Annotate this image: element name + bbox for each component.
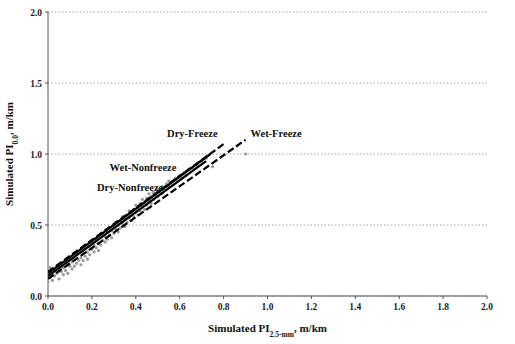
regression-line bbox=[48, 144, 224, 272]
y-tick bbox=[45, 225, 48, 226]
x-tick-label: 2.0 bbox=[481, 302, 493, 312]
x-tick bbox=[399, 296, 400, 299]
axis-label-part: 2.5-mm bbox=[270, 330, 295, 339]
axis-label-part: 0.0 bbox=[11, 135, 20, 145]
y-tick bbox=[45, 154, 48, 155]
scatter-point bbox=[79, 256, 82, 259]
scatter-point bbox=[57, 277, 60, 280]
regression-line bbox=[48, 140, 246, 279]
regression-line bbox=[48, 161, 206, 276]
scatter-point bbox=[97, 249, 100, 252]
scatter-point bbox=[110, 236, 113, 239]
x-tick-label: 0.8 bbox=[218, 302, 230, 312]
scatter-point bbox=[92, 250, 95, 253]
scatter-point bbox=[244, 152, 247, 155]
x-tick bbox=[223, 296, 224, 299]
axis-label-part: Simulated PI bbox=[3, 144, 15, 205]
series-label: Dry-Nonfreeze bbox=[97, 182, 164, 193]
x-tick bbox=[443, 296, 444, 299]
series-label: Wet-Freeze bbox=[251, 128, 302, 139]
x-tick bbox=[311, 296, 312, 299]
axis-label-part: , m/km bbox=[294, 322, 327, 334]
scatter-point bbox=[84, 255, 87, 258]
scatter-point bbox=[79, 263, 82, 266]
x-tick-label: 1.2 bbox=[305, 302, 317, 312]
scatter-point bbox=[82, 259, 85, 262]
axis-label-part: Simulated PI bbox=[208, 322, 269, 334]
x-tick bbox=[267, 296, 268, 299]
grid-line bbox=[48, 12, 487, 13]
y-tick-label: 0.5 bbox=[30, 221, 42, 231]
scatter-point bbox=[73, 265, 76, 268]
scatter-point bbox=[143, 208, 146, 211]
y-tick-label: 0.0 bbox=[30, 292, 42, 302]
line-labels: Dry-Nonfreeze Wet-Nonfreeze Dry-Freeze Wet-… bbox=[97, 128, 302, 194]
axis-label-part: , m/km bbox=[3, 102, 15, 135]
y-tick bbox=[45, 83, 48, 84]
grid-line bbox=[48, 154, 487, 155]
scatter-point bbox=[48, 280, 50, 283]
x-tick bbox=[179, 296, 180, 299]
x-tick-label: 0.6 bbox=[174, 302, 186, 312]
x-tick-label: 1.0 bbox=[262, 302, 274, 312]
scatter-point bbox=[95, 246, 98, 249]
series-label: Dry-Freeze bbox=[167, 128, 218, 139]
scatter-point bbox=[211, 165, 214, 168]
scatter-point bbox=[103, 240, 106, 243]
scatter-point bbox=[86, 257, 89, 260]
chart: 0.0 0.2 0.4 0.6 0.8 1.0 1.2 1.4 1.6 1.8 2.0 0.0 0.5 1… bbox=[0, 0, 515, 344]
y-tick bbox=[45, 296, 48, 297]
x-tick-label: 1.8 bbox=[437, 302, 449, 312]
scatter-point bbox=[62, 273, 65, 276]
x-tick bbox=[135, 296, 136, 299]
scatter-point bbox=[141, 198, 144, 201]
scatter-point bbox=[66, 272, 69, 275]
y-tick bbox=[45, 12, 48, 13]
chart-container: 0.0 0.2 0.4 0.6 0.8 1.0 1.2 1.4 1.6 1.8 2.0 0.0 0.5 1… bbox=[0, 0, 515, 344]
scatter-point bbox=[51, 279, 54, 282]
x-tick-label: 1.6 bbox=[393, 302, 405, 312]
y-tick-label: 1.5 bbox=[30, 79, 42, 89]
y-axis-label: Simulated PI0.0, m/km bbox=[3, 102, 20, 206]
x-axis-label: Simulated PI2.5-mm, m/km bbox=[208, 322, 327, 339]
scatter-point bbox=[64, 269, 67, 272]
scatter-point bbox=[75, 262, 78, 265]
plot-data bbox=[48, 140, 247, 284]
x-tick bbox=[487, 296, 488, 299]
y-tick-label: 2.0 bbox=[30, 8, 42, 18]
series-label: Wet-Nonfreeze bbox=[110, 162, 177, 173]
axes: 0.0 0.2 0.4 0.6 0.8 1.0 1.2 1.4 1.6 1.8 2.0 0.0 0.5 1… bbox=[30, 8, 493, 313]
grid-line bbox=[48, 83, 487, 84]
x-tick-label: 0.4 bbox=[130, 302, 142, 312]
scatter-point bbox=[71, 267, 74, 270]
x-tick bbox=[355, 296, 356, 299]
grid bbox=[48, 12, 487, 296]
x-tick-label: 0.2 bbox=[86, 302, 98, 312]
x-tick bbox=[91, 296, 92, 299]
scatter-point bbox=[88, 253, 91, 256]
x-tick-label: 0.0 bbox=[42, 302, 54, 312]
x-tick-label: 1.4 bbox=[349, 302, 361, 312]
y-tick-label: 1.0 bbox=[30, 150, 42, 160]
